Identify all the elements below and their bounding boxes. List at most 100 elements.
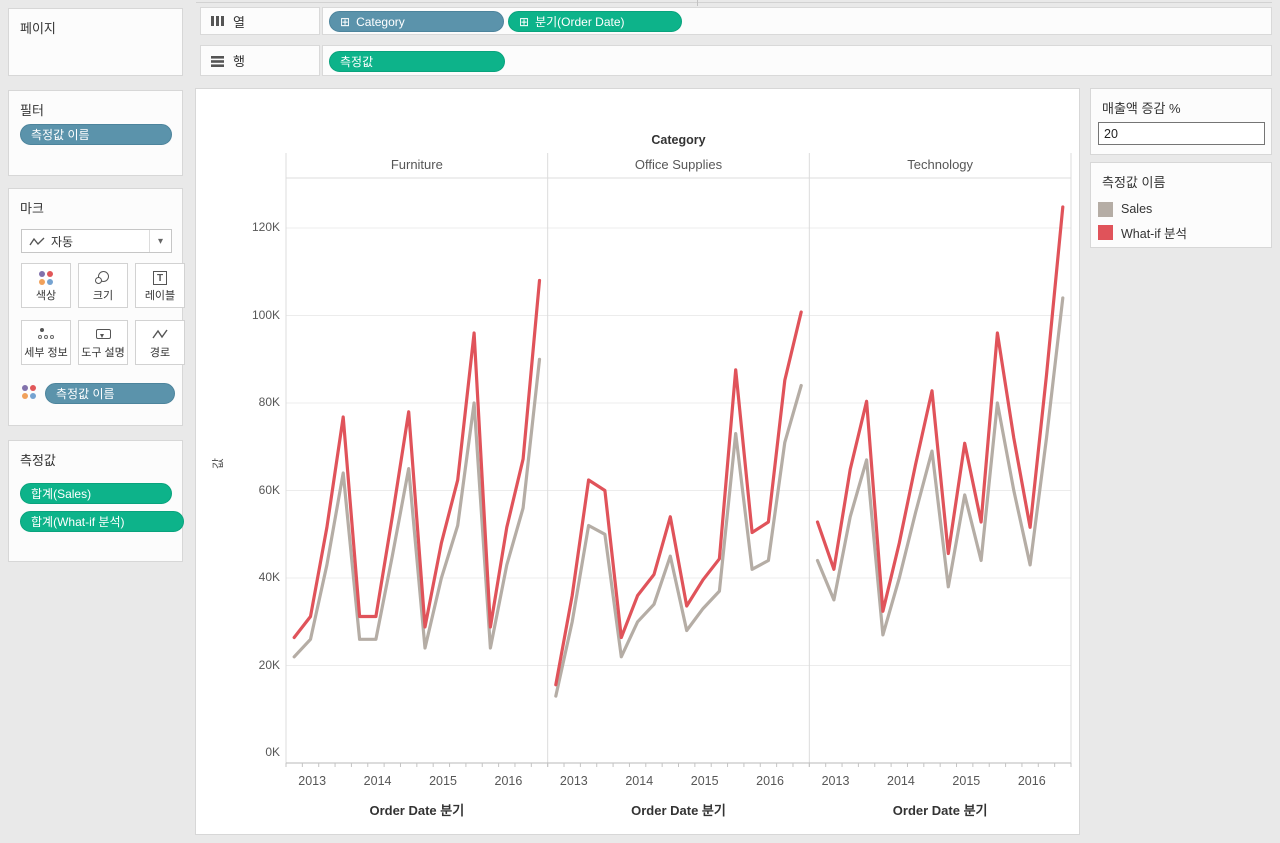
x-tick-label-2013: 2013	[559, 774, 588, 788]
rows-shelf-label: 행	[233, 54, 245, 69]
expand-icon[interactable]: ⊞	[519, 14, 530, 29]
measure-values-title: 측정값	[20, 453, 56, 468]
columns-shelf-header: 열	[200, 7, 320, 35]
filters-card: 필터 측정값 이름	[8, 90, 183, 176]
office-supplies-whatif-line[interactable]	[554, 310, 803, 687]
y-tick-label-80K: 80K	[258, 395, 280, 409]
marks-pill-measure-names[interactable]: 측정값 이름	[45, 383, 175, 404]
column-header-office-supplies[interactable]: Office Supplies	[634, 157, 723, 172]
worksheet-view: Category 값 0K 20K 40K 60K 80K 100K 120K Furnitu…	[195, 88, 1080, 835]
x-tick-label-2014: 2014	[887, 774, 915, 788]
legend-item-sales[interactable]: Sales	[1098, 199, 1266, 219]
parameter-card: 매출액 증감 %	[1090, 88, 1272, 155]
parameter-value-input[interactable]	[1098, 122, 1265, 145]
x-tick-label-2016: 2016	[1017, 774, 1046, 788]
parameter-title: 매출액 증감 %	[1102, 101, 1181, 116]
rows-shelf-header: 행	[200, 45, 320, 76]
columns-pill-label: Category	[356, 14, 405, 29]
measure-values-card: 측정값 합계(Sales) 합계(What-if 분석)	[8, 440, 184, 562]
column-header-technology[interactable]: Technology	[907, 157, 974, 172]
label-button[interactable]: T 레이블	[135, 263, 185, 308]
text-label-icon: T	[136, 271, 184, 285]
marks-card: 마크 자동 ▾ 색상 크기 T 레이블 세부 정보	[8, 188, 185, 426]
x-tick-label-2014: 2014	[363, 774, 392, 788]
y-tick-label-40K: 40K	[258, 570, 280, 584]
x-axis-title: Order Date 분기	[369, 803, 465, 818]
label-button-label: 레이블	[144, 290, 176, 302]
size-button[interactable]: 크기	[78, 263, 128, 308]
mark-type-label: 자동	[51, 234, 74, 249]
columns-shelf-label: 열	[233, 14, 245, 30]
size-circles-icon	[79, 271, 127, 285]
column-header-furniture[interactable]: Furniture	[390, 157, 443, 172]
columns-shelf: ⊞ Category ⊞ 분기(Order Date)	[322, 7, 1272, 35]
measure-pill-sum-sales[interactable]: 합계(Sales)	[20, 483, 172, 504]
path-line-icon	[136, 328, 184, 340]
legend-item-whatif[interactable]: What-if 분석	[1098, 222, 1266, 242]
whatif-color-swatch	[1098, 224, 1113, 240]
measure-pill-label: 합계(Sales)	[31, 487, 92, 501]
chart-category-header: Category	[651, 133, 706, 147]
technology-whatif-line[interactable]	[815, 205, 1065, 613]
x-tick-label-2014: 2014	[625, 774, 654, 788]
color-button-label: 색상	[35, 290, 57, 302]
tab-separator	[697, 0, 698, 6]
y-tick-label-20K: 20K	[258, 657, 280, 672]
color-dots-icon	[22, 271, 70, 285]
x-tick-label-2013: 2013	[298, 774, 327, 788]
rows-icon	[211, 55, 225, 67]
tooltip-button[interactable]: 도구 설명	[78, 320, 128, 365]
mark-type-dropdown[interactable]: 자동 ▾	[21, 229, 172, 253]
x-tick-label-2016: 2016	[494, 774, 523, 788]
filters-card-title: 필터	[20, 103, 44, 118]
line-chart-icon	[29, 236, 45, 247]
marks-pill-label: 측정값 이름	[56, 387, 115, 401]
filter-pill-label: 측정값 이름	[31, 128, 90, 142]
x-axis-title: Order Date 분기	[631, 803, 726, 818]
measure-pill-label: 합계(What-if 분석)	[31, 515, 125, 529]
columns-pill-label: 분기(Order Date)	[535, 15, 625, 29]
x-tick-label-2016: 2016	[756, 774, 784, 788]
size-button-label: 크기	[92, 290, 114, 302]
pages-card-title: 페이지	[20, 21, 56, 36]
y-tick-label-100K: 100K	[251, 307, 280, 322]
x-tick-label-2015: 2015	[690, 774, 719, 788]
chevron-down-icon[interactable]: ▾	[149, 230, 171, 252]
tab-bar-bottom-edge	[196, 2, 1272, 3]
detail-button[interactable]: 세부 정보	[21, 320, 71, 365]
path-button-label: 경로	[149, 347, 171, 359]
legend-item-label: What-if 분석	[1121, 226, 1188, 241]
legend-item-label: Sales	[1121, 202, 1153, 216]
sales-color-swatch	[1098, 201, 1113, 217]
filter-pill-measure-names[interactable]: 측정값 이름	[20, 124, 172, 145]
mark-pill-color-icon	[22, 385, 36, 399]
office-supplies-sales-line[interactable]	[554, 383, 803, 698]
tooltip-bubble-icon	[79, 328, 127, 339]
columns-pill-category[interactable]: ⊞ Category	[329, 11, 504, 32]
technology-sales-line[interactable]	[815, 296, 1065, 637]
x-tick-label-2015: 2015	[952, 774, 981, 788]
pages-card: 페이지	[8, 8, 183, 76]
path-button[interactable]: 경로	[135, 320, 185, 365]
chart-plot-area[interactable]	[196, 89, 1081, 836]
y-tick-label-60K: 60K	[258, 482, 280, 497]
furniture-whatif-line[interactable]	[292, 278, 542, 640]
y-tick-label-0K: 0K	[265, 745, 280, 759]
marks-card-title: 마크	[20, 201, 44, 216]
tooltip-button-label: 도구 설명	[81, 347, 125, 359]
detail-button-label: 세부 정보	[24, 347, 68, 359]
legend-title: 측정값 이름	[1102, 175, 1166, 190]
columns-pill-quarter-order-date[interactable]: ⊞ 분기(Order Date)	[508, 11, 682, 32]
detail-dots-icon	[22, 328, 70, 341]
x-tick-label-2015: 2015	[429, 774, 457, 788]
furniture-sales-line[interactable]	[292, 357, 542, 659]
x-axis-title: Order Date 분기	[892, 803, 988, 818]
rows-pill-label: 측정값	[340, 55, 374, 69]
rows-pill-measure-values[interactable]: 측정값	[329, 51, 505, 72]
color-legend-card: 측정값 이름 Sales What-if 분석	[1090, 162, 1272, 248]
y-tick-label-120K: 120K	[251, 220, 280, 234]
expand-icon[interactable]: ⊞	[340, 14, 351, 29]
color-button[interactable]: 색상	[21, 263, 71, 308]
measure-pill-sum-whatif[interactable]: 합계(What-if 분석)	[20, 511, 184, 532]
rows-shelf: 측정값	[322, 45, 1272, 76]
